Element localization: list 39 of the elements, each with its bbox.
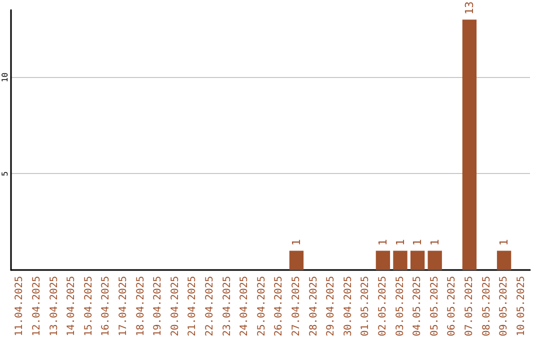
x-tick-label: 09.05.2025: [498, 276, 510, 336]
x-tick-label: 15.04.2025: [83, 276, 94, 336]
x-tick-label: 18.04.2025: [135, 276, 146, 336]
x-tick-label: 24.04.2025: [239, 276, 250, 336]
x-tick-label: 14.04.2025: [66, 276, 78, 336]
data-label: 1: [498, 239, 511, 246]
x-tick-label: 29.04.2025: [326, 276, 337, 336]
x-tick-label: 23.04.2025: [222, 276, 233, 336]
x-tick-label: 30.04.2025: [342, 276, 354, 336]
x-tick-label: 04.05.2025: [412, 276, 424, 336]
x-tick-label: 22.04.2025: [204, 276, 216, 336]
x-tick-label: 07.05.2025: [464, 276, 475, 336]
x-tick-label: 13.04.2025: [48, 276, 60, 336]
x-tick-label: 03.05.2025: [394, 276, 406, 336]
x-tick-label: 17.04.2025: [118, 276, 129, 336]
x-tick-label: 19.04.2025: [152, 276, 164, 336]
x-tick-label: 27.04.2025: [290, 276, 302, 336]
x-tick-label: 05.05.2025: [429, 276, 440, 336]
x-tick-label: 08.05.2025: [481, 276, 492, 336]
data-label: 1: [394, 239, 407, 246]
x-tick-label: 28.04.2025: [308, 276, 320, 336]
x-tick-label: 06.05.2025: [446, 276, 458, 336]
x-tick-label: 01.05.2025: [360, 276, 372, 336]
data-label: 13: [462, 1, 476, 15]
x-tick-label: 11.04.2025: [14, 276, 26, 336]
y-tick-label: 10: [0, 72, 10, 82]
x-tick-label: 02.05.2025: [377, 276, 388, 336]
x-tick-label: 12.04.2025: [31, 276, 42, 336]
x-tick-label: 21.04.2025: [187, 276, 198, 336]
x-tick-label: 25.04.2025: [256, 276, 268, 336]
data-label: 1: [376, 239, 390, 246]
x-tick-label: 26.04.2025: [274, 276, 285, 336]
x-tick-label: 10.05.2025: [516, 276, 527, 336]
x-tick-label: 20.04.2025: [170, 276, 181, 336]
data-label: 1: [290, 239, 303, 246]
data-label: 1: [428, 239, 442, 246]
y-tick-label: 5: [0, 171, 10, 176]
data-label: 1: [411, 239, 424, 246]
x-tick-label: 16.04.2025: [100, 276, 112, 336]
